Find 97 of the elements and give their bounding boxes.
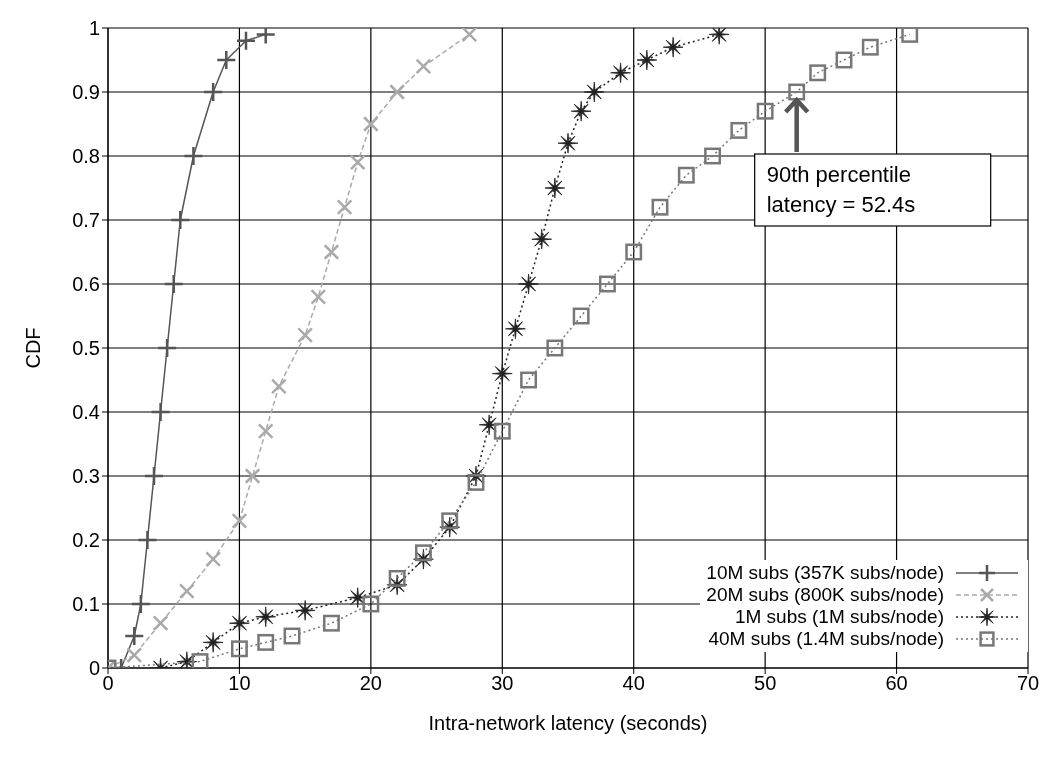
point (257, 633, 275, 651)
point (283, 627, 301, 645)
y-tick-label: 0.5 (72, 337, 100, 360)
x-tick-label: 20 (359, 672, 382, 695)
point (205, 551, 222, 568)
point (531, 228, 553, 250)
point (625, 243, 643, 261)
point (677, 166, 695, 184)
point (901, 28, 919, 43)
point (156, 337, 178, 359)
point (546, 339, 564, 357)
point (143, 465, 165, 487)
y-tick-label: 0.4 (72, 401, 100, 424)
point (756, 102, 774, 120)
x-tick-label: 30 (491, 672, 514, 695)
point (230, 640, 248, 658)
y-tick-label: 0.9 (72, 81, 100, 104)
point (124, 625, 145, 647)
y-axis-title: CDF (22, 327, 45, 369)
point (441, 512, 459, 530)
point (415, 58, 432, 75)
point (662, 36, 684, 58)
point (231, 512, 248, 529)
point (505, 318, 526, 340)
x-tick-label: 40 (622, 672, 645, 695)
point (150, 401, 171, 423)
annotation: 90th percentile latency = 52.4s (766, 162, 916, 217)
y-tick-label: 0.1 (72, 593, 100, 616)
point (362, 595, 380, 613)
point (137, 529, 158, 551)
point (861, 38, 879, 56)
point (478, 414, 500, 436)
y-tick-label: 0.6 (72, 273, 100, 296)
point (202, 81, 224, 103)
point (163, 273, 184, 295)
x-tick-label: 70 (1016, 672, 1040, 695)
point (294, 600, 316, 621)
point (202, 632, 224, 653)
legend-label: 10M subs (357K subs/node) (706, 562, 944, 584)
point (362, 116, 379, 132)
point (651, 198, 669, 216)
y-tick-label: 0.8 (72, 145, 100, 168)
point (130, 593, 152, 615)
point (183, 145, 204, 167)
point (414, 544, 432, 562)
point (570, 100, 592, 122)
point (704, 147, 722, 165)
x-tick-label: 0 (102, 672, 114, 695)
point (572, 307, 590, 325)
x-tick-label: 50 (754, 672, 777, 695)
point (310, 288, 327, 305)
y-tick-label: 1 (88, 17, 100, 40)
point (336, 199, 353, 216)
x-axis-title: Intra-network latency (seconds) (428, 712, 708, 734)
point (388, 569, 406, 587)
point (557, 132, 579, 154)
point (389, 84, 406, 100)
y-tick-label: 0.3 (72, 465, 100, 488)
point (322, 614, 340, 632)
point (467, 473, 485, 491)
point (191, 653, 209, 668)
point (788, 83, 806, 101)
point (349, 154, 366, 171)
point (170, 209, 191, 231)
point (809, 64, 827, 82)
point (244, 468, 261, 484)
y-tick-label: 0.7 (72, 209, 100, 232)
point (493, 422, 511, 440)
point (235, 30, 257, 52)
point (270, 378, 287, 395)
point (520, 371, 538, 389)
point (216, 49, 237, 71)
point (255, 606, 277, 628)
y-tick-label: 0.2 (72, 529, 100, 552)
legend-label: 40M subs (1.4M subs/node) (708, 628, 944, 650)
point (730, 121, 748, 139)
point (257, 423, 274, 440)
point (636, 49, 658, 71)
point (461, 28, 478, 43)
point (598, 275, 616, 293)
y-tick-label: 0 (88, 657, 100, 680)
point (297, 327, 314, 344)
point (518, 273, 539, 295)
legend-label: 20M subs (800K subs/node) (706, 584, 944, 606)
point (544, 177, 566, 199)
point (229, 612, 250, 634)
point (126, 647, 143, 664)
x-tick-label: 60 (885, 672, 908, 695)
point (610, 62, 631, 84)
point (583, 81, 605, 103)
point (178, 583, 195, 600)
point (835, 51, 853, 69)
point (491, 363, 513, 384)
x-tick-label: 10 (228, 672, 251, 695)
point (152, 615, 169, 632)
legend-label: 1M subs (1M subs/node) (734, 606, 944, 628)
point (323, 244, 340, 260)
